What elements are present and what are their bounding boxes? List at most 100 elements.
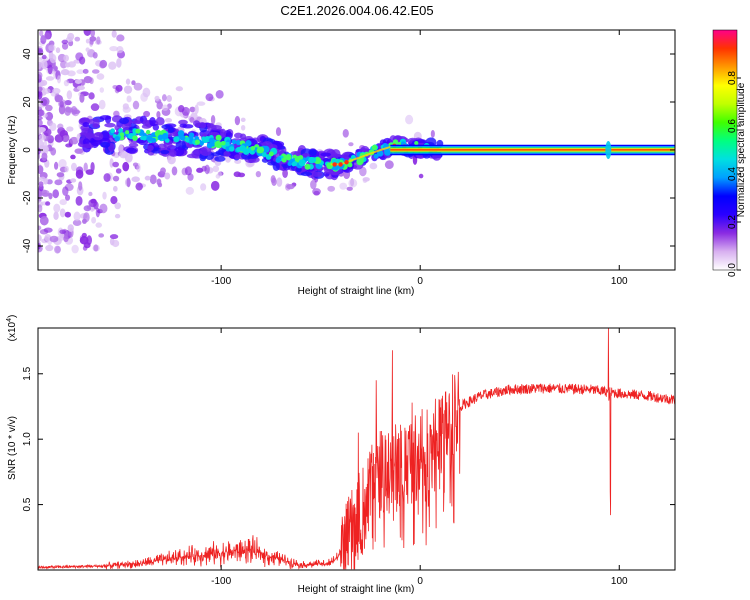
- spectrogram-noise-blob: [115, 168, 122, 174]
- snr-y-tick-label: 1.0: [22, 432, 33, 446]
- spectrogram-noise-blob: [126, 95, 132, 103]
- spectrogram-peak-dot: [308, 156, 315, 164]
- spectrogram-peak-dot: [298, 159, 306, 167]
- spectrogram-noise-blob: [95, 222, 103, 228]
- spectrogram-noise-blob: [39, 215, 49, 226]
- spectrogram-noise-blob: [76, 85, 85, 91]
- spectrogram-noise-blob: [282, 169, 288, 178]
- spectrogram-noise-blob: [194, 104, 199, 115]
- spectrogram-noise-blob: [59, 229, 67, 235]
- spectrogram-noise-blob: [38, 86, 43, 92]
- spectrogram-band-blob: [128, 142, 139, 148]
- spectrogram-noise-blob: [116, 58, 122, 68]
- spectrogram-noise-blob: [149, 174, 157, 185]
- snr-data: [38, 328, 675, 570]
- spectrogram-noise-blob: [78, 181, 83, 191]
- spectrogram-noise-blob: [204, 164, 210, 175]
- spectrogram-noise-blob: [119, 151, 129, 159]
- spectrogram-y-tick-label: -20: [22, 190, 33, 205]
- spectrogram-peak-dot: [281, 157, 287, 163]
- spectrogram-band-blob: [193, 120, 201, 127]
- spectrogram-noise-blob: [61, 42, 69, 50]
- spectrogram-noise-blob: [44, 234, 52, 242]
- spectrogram-peak-dot: [414, 140, 419, 146]
- spectrogram-band-blob: [161, 124, 171, 130]
- spectrogram-noise-blob: [88, 191, 93, 197]
- snr-series-line: [38, 328, 675, 570]
- spectrogram-noise-blob: [185, 186, 194, 195]
- spectrogram-noise-blob: [70, 178, 77, 183]
- spectrogram-band-blob: [206, 122, 214, 128]
- spectrogram-noise-blob: [98, 99, 106, 110]
- spectrogram-peak-dot: [118, 128, 124, 133]
- spectrogram-band-blob: [147, 144, 154, 151]
- spectrogram-noise-blob: [73, 211, 81, 222]
- spectrogram-noise-blob: [38, 191, 43, 199]
- spectrogram-band-blob: [179, 123, 188, 128]
- spectrogram-noise-blob: [38, 234, 42, 242]
- spectrogram-peak-dot: [392, 139, 399, 145]
- spectrogram-noise-blob: [160, 167, 166, 175]
- spectrogram-noise-blob: [75, 169, 84, 179]
- spectrogram-noise-blob: [53, 203, 61, 213]
- spectrogram-noise-blob: [38, 109, 45, 117]
- spectrogram-noise-blob: [109, 234, 119, 240]
- spectrogram-noise-blob: [41, 192, 50, 197]
- spectrogram-noise-blob: [362, 177, 370, 182]
- spectrogram-noise-blob: [39, 30, 44, 37]
- spectrogram-noise-blob: [114, 213, 121, 219]
- spectrogram-noise-blob: [85, 38, 90, 44]
- snr-panel: -100 0 100 0.5 1.0 1.5 Height of straight li…: [6, 315, 676, 595]
- spectrogram-noise-blob: [59, 208, 66, 218]
- spectrogram-peak-dot: [331, 158, 337, 164]
- spectrogram-noise-blob: [102, 191, 107, 200]
- spectrogram-noise-blob: [99, 87, 105, 93]
- spectrogram-noise-blob: [66, 126, 74, 132]
- spectrogram-noise-blob: [61, 39, 69, 45]
- spectrogram-peak-dot: [347, 162, 353, 168]
- spectrogram-band-blob: [155, 117, 165, 126]
- spectrogram-x-ticks: -100 0 100: [211, 30, 628, 287]
- spectrogram-noise-blob: [270, 175, 276, 184]
- spectrogram-band-blob: [119, 117, 130, 125]
- spectrogram-noise-blob: [327, 185, 336, 192]
- spectrogram-noise-blob: [60, 60, 68, 69]
- spectrogram-noise-blob: [348, 178, 358, 188]
- spectrogram-band-blob: [82, 121, 90, 128]
- spectrogram-noise-blob: [234, 115, 241, 126]
- spectrogram-noise-blob: [45, 201, 51, 206]
- spectrogram-noise-blob: [56, 172, 65, 178]
- spectrogram-noise-blob: [70, 162, 77, 172]
- spectrogram-noise-blob: [70, 106, 78, 115]
- spectrogram-band-blob: [331, 149, 341, 159]
- spectrogram-band-blob: [99, 115, 112, 121]
- spectrogram-noise-blob: [91, 69, 100, 74]
- spectrogram-peak-dot: [250, 145, 256, 151]
- spectrogram-peak-dot: [173, 136, 180, 143]
- spectrogram-noise-blob: [38, 134, 47, 141]
- spectrogram-noise-blob: [38, 115, 43, 121]
- spectrogram-noise-blob: [131, 176, 140, 183]
- colorbar-tick-label: 0.6: [727, 119, 738, 133]
- spectrogram-noise-blob: [122, 161, 130, 172]
- spectrogram-noise-blob: [115, 84, 123, 92]
- spectrogram-noise-blob: [38, 225, 42, 231]
- spectrogram-peak-dot: [245, 140, 252, 147]
- spectrogram-noise-blob: [98, 233, 105, 238]
- spectrogram-noise-blob: [200, 183, 207, 191]
- spectrogram-panel: -100 0 100 -40 -20 0 20 40 Height of straight …: [7, 29, 676, 297]
- spectrogram-peak-dot: [194, 139, 200, 145]
- spectrogram-y-tick-label: -40: [22, 238, 33, 253]
- spectrogram-noise-blob: [359, 166, 367, 177]
- spectrogram-noise-blob: [175, 86, 184, 92]
- spectrogram-noise-blob: [66, 70, 76, 77]
- spectrogram-peak-dot: [214, 140, 222, 148]
- spectrogram-peak-dot: [151, 137, 157, 143]
- spectrogram-noise-blob: [189, 117, 195, 123]
- spectrogram-noise-blob: [63, 79, 70, 87]
- spectrogram-noise-blob: [53, 161, 59, 170]
- spectrogram-noise-blob: [70, 154, 76, 160]
- spectrogram-peak-dot: [180, 135, 186, 141]
- spectrogram-noise-blob: [65, 194, 71, 201]
- spectrogram-noise-blob: [71, 244, 79, 254]
